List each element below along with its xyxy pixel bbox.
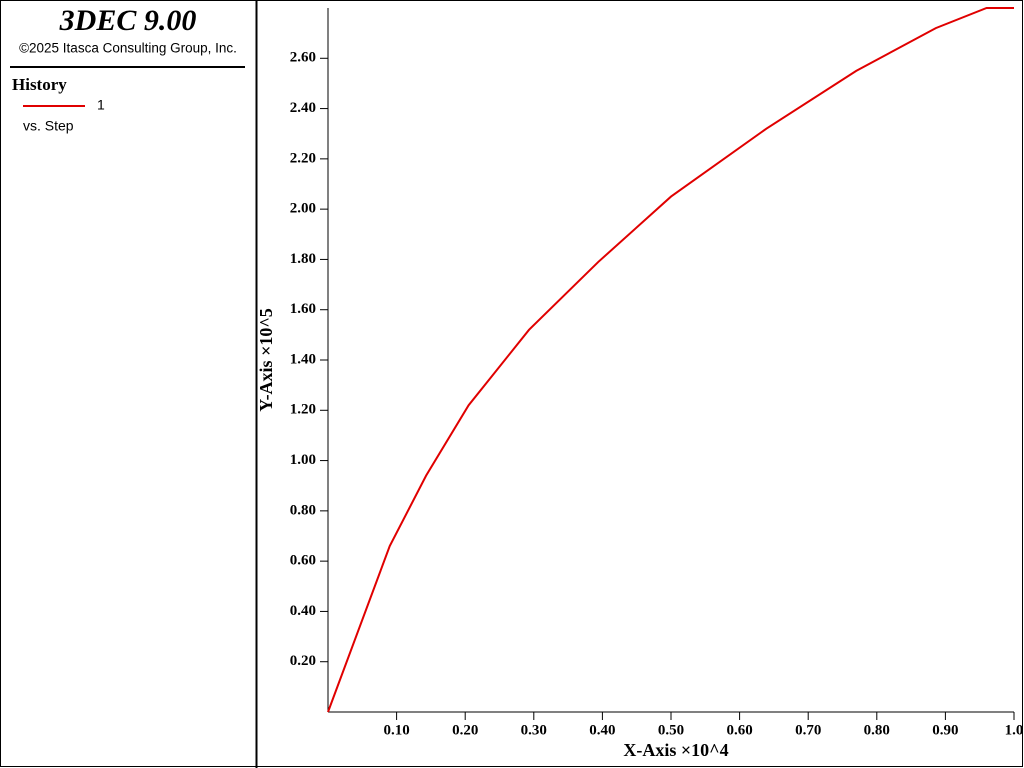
y-tick-label: 2.00 [290,201,316,217]
y-tick-label: 1.40 [290,351,316,367]
legend-subtitle: vs. Step [23,118,74,134]
y-tick-label: 0.40 [290,603,316,619]
legend-entry: 1 [97,97,105,113]
app-title: 3DEC 9.00 [59,4,197,37]
x-axis-title: X-Axis ×10^4 [623,740,728,760]
y-tick-label: 0.60 [290,553,316,569]
x-tick-label: 0.70 [795,722,821,738]
data-line [327,7,1014,713]
y-tick-label: 1.00 [290,452,316,468]
x-tick-label: 0.30 [521,722,547,738]
y-tick-label: 0.80 [290,502,316,518]
x-tick-label: 0.90 [932,722,958,738]
y-tick-label: 1.60 [290,301,316,317]
y-tick-label: 1.20 [290,402,316,418]
x-tick-label: 0.50 [658,722,684,738]
x-tick-label: 0.40 [589,722,615,738]
y-tick-label: 0.20 [290,653,316,669]
y-tick-label: 1.80 [290,251,316,267]
x-tick-label: 0.80 [864,722,890,738]
legend-title: History [12,75,67,94]
x-tick-label: 0.20 [452,722,478,738]
x-tick-label: 1.0 [1005,722,1024,738]
x-tick-label: 0.60 [726,722,752,738]
x-tick-label: 0.10 [383,722,409,738]
copyright: ©2025 Itasca Consulting Group, Inc. [19,41,237,56]
y-tick-label: 2.60 [290,50,316,66]
y-axis-title: Y-Axis ×10^5 [256,308,276,412]
y-tick-label: 2.20 [290,150,316,166]
y-tick-label: 2.40 [290,100,316,116]
